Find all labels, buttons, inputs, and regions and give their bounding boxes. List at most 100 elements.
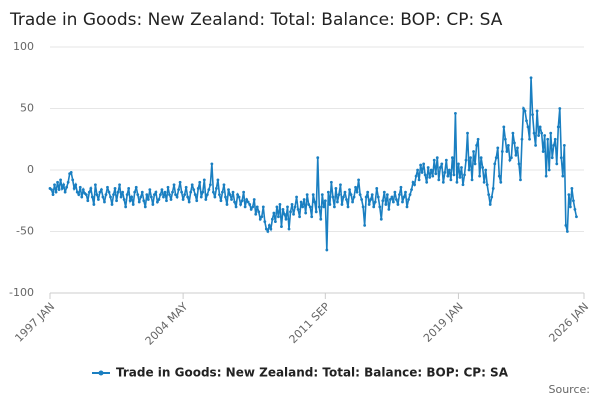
data-point — [320, 193, 324, 197]
data-point — [190, 183, 194, 187]
data-point — [205, 193, 209, 197]
data-point — [115, 199, 118, 203]
data-point — [422, 162, 426, 166]
data-point — [187, 200, 191, 204]
data-point — [264, 227, 268, 231]
data-point — [326, 190, 330, 194]
data-point — [522, 107, 525, 110]
data-point — [345, 198, 348, 201]
data-point — [230, 198, 233, 201]
data-point — [254, 212, 258, 216]
data-point — [213, 195, 217, 199]
data-point — [390, 195, 394, 199]
data-point — [414, 174, 418, 178]
series-line — [49, 77, 578, 250]
data-point — [246, 200, 250, 204]
data-point — [157, 198, 161, 201]
data-point — [272, 211, 276, 215]
data-point — [505, 150, 509, 153]
data-point — [51, 193, 55, 197]
data-point — [361, 205, 365, 209]
data-point — [398, 193, 401, 197]
data-point — [493, 162, 497, 166]
data-point — [218, 193, 221, 197]
data-point — [396, 203, 400, 206]
data-point — [277, 215, 280, 219]
data-point — [311, 193, 315, 197]
data-point — [469, 156, 472, 160]
data-point — [211, 190, 215, 194]
data-point — [438, 166, 442, 169]
data-point — [447, 168, 451, 172]
data-point — [204, 198, 208, 201]
data-point — [385, 193, 389, 197]
data-point — [369, 198, 373, 201]
data-point — [50, 188, 53, 192]
data-point — [475, 144, 478, 147]
data-point — [107, 190, 111, 194]
data-point — [404, 190, 407, 194]
data-point — [543, 134, 547, 137]
data-point — [425, 180, 429, 184]
data-point — [372, 205, 376, 209]
data-point — [485, 183, 489, 187]
data-point — [186, 195, 190, 199]
data-point — [562, 144, 566, 147]
data-point — [103, 200, 106, 204]
data-point — [382, 190, 386, 194]
data-point — [143, 205, 147, 209]
data-point — [351, 200, 354, 204]
data-point — [482, 180, 486, 184]
data-point — [410, 188, 413, 192]
data-point — [149, 195, 153, 199]
data-point — [484, 168, 488, 172]
data-point — [513, 141, 516, 145]
data-point — [106, 185, 109, 189]
data-point — [77, 193, 81, 197]
data-point — [354, 185, 357, 189]
data-point — [473, 162, 477, 166]
data-point — [540, 131, 544, 135]
data-point — [316, 156, 320, 160]
data-point — [57, 188, 61, 192]
data-point — [110, 203, 114, 206]
data-point — [181, 198, 185, 201]
data-point — [329, 180, 333, 184]
data-point — [402, 195, 406, 199]
data-point — [215, 187, 218, 190]
data-point — [75, 190, 79, 194]
data-point — [112, 193, 115, 197]
data-point — [461, 183, 465, 187]
data-point — [567, 193, 571, 197]
data-point — [151, 203, 155, 206]
data-point — [302, 198, 306, 201]
data-point — [388, 198, 392, 201]
data-point — [134, 185, 138, 189]
data-point — [458, 175, 462, 179]
data-point — [199, 195, 203, 199]
data-point — [122, 198, 126, 201]
data-point — [225, 203, 229, 206]
data-point — [292, 212, 295, 216]
data-point — [193, 193, 197, 197]
data-point — [261, 205, 265, 209]
data-point — [90, 195, 94, 199]
data-point — [434, 172, 438, 176]
data-point — [506, 144, 510, 147]
data-point — [270, 217, 274, 221]
data-point — [561, 174, 565, 178]
data-point — [249, 207, 253, 211]
data-point — [322, 205, 326, 209]
data-point — [454, 112, 457, 115]
data-point — [317, 205, 321, 209]
data-point — [420, 171, 424, 174]
data-point — [336, 200, 339, 204]
data-point — [266, 230, 270, 233]
data-point — [227, 188, 230, 192]
data-point — [183, 193, 187, 197]
data-point — [526, 125, 530, 129]
data-point — [503, 137, 507, 141]
data-point — [411, 180, 415, 184]
chart-title: Trade in Goods: New Zealand: Total: Bala… — [9, 10, 503, 30]
